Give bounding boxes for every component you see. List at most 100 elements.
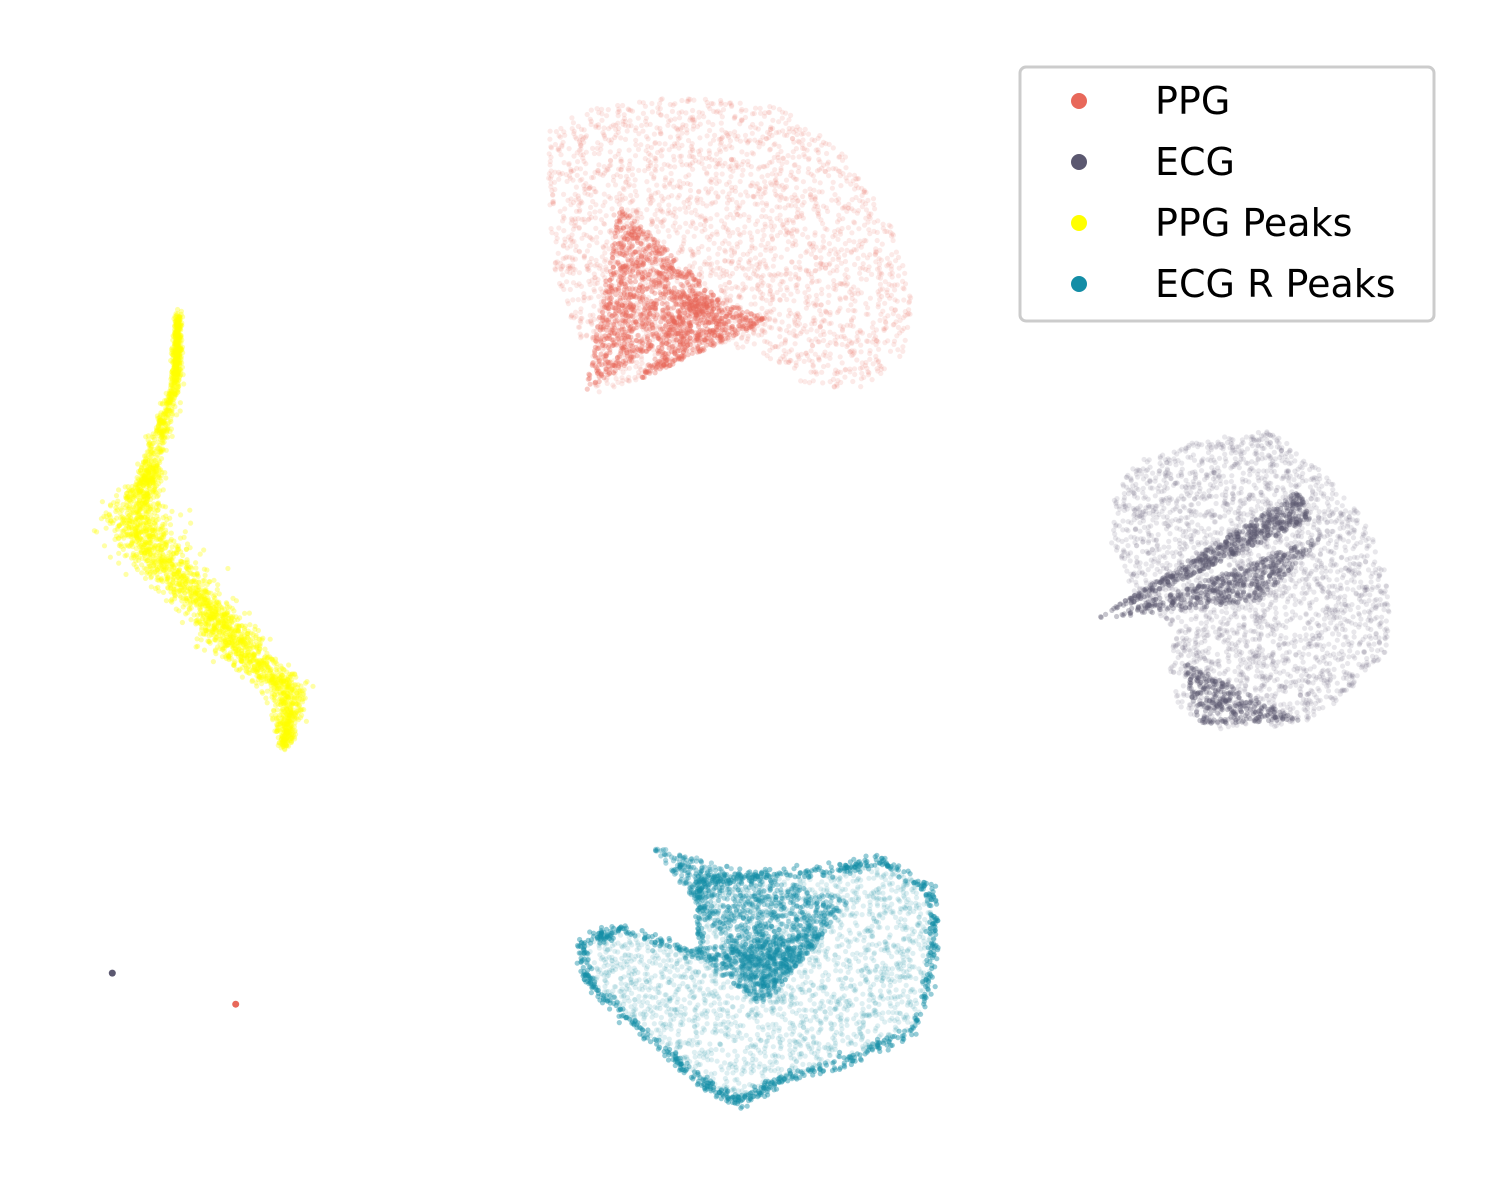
point-ppg-1969 xyxy=(819,264,825,270)
point-ppg-1142 xyxy=(581,255,587,261)
point-ppg-3346 xyxy=(615,260,621,266)
point-ppg-2118 xyxy=(871,219,877,225)
point-ppg-2522 xyxy=(877,275,884,281)
point-ppg-2269 xyxy=(569,115,575,121)
point-ppg-742 xyxy=(615,120,621,126)
point-ppg-29 xyxy=(586,267,592,273)
point-ppg-260 xyxy=(823,353,829,359)
point-ppg-1726 xyxy=(586,185,592,191)
point-ppg-608 xyxy=(692,207,698,213)
point-ppg-1520 xyxy=(788,276,794,282)
point-ppg-2591 xyxy=(581,294,588,300)
point-ppg-1592 xyxy=(558,125,564,132)
point-ppg-3942 xyxy=(719,327,726,333)
point-ppg-239 xyxy=(658,131,664,137)
point-ppg-2492 xyxy=(835,369,841,375)
point-ppg-2300 xyxy=(790,220,797,226)
point-ppg-314 xyxy=(658,314,664,320)
point-ppg-499 xyxy=(596,124,602,131)
point-ppg-550 xyxy=(636,254,642,260)
point-ppg-2383 xyxy=(767,301,774,307)
point-ppg-738 xyxy=(704,171,710,177)
point-ppg-796 xyxy=(706,255,712,261)
point-ppg-2038 xyxy=(822,169,829,175)
point-ppg-3990 xyxy=(694,320,700,326)
point-ppg-2161 xyxy=(615,113,621,119)
point-ppg-65 xyxy=(644,326,650,332)
point-ppg-1421 xyxy=(785,153,791,159)
point-ppg-75 xyxy=(812,351,818,357)
point-ppg-273 xyxy=(718,288,724,294)
point-ppg-1712 xyxy=(830,256,836,262)
point-ppg-124 xyxy=(865,219,871,225)
point-ppg-1764 xyxy=(770,263,776,269)
point-ppg-1710 xyxy=(672,116,678,122)
point-ppg-655 xyxy=(668,324,674,330)
point-ppg-541 xyxy=(633,267,640,273)
point-ppg-3425 xyxy=(621,335,627,341)
point-ppg-1906 xyxy=(556,176,562,182)
point-ecg-797 xyxy=(1311,705,1317,712)
point-ppg-2019 xyxy=(769,325,775,331)
point-ppg-3372 xyxy=(665,310,671,316)
point-ppg-2214 xyxy=(778,254,784,260)
point-ppg-533 xyxy=(659,358,665,364)
point-ecg-401 xyxy=(1273,610,1279,616)
point-ppg-1317 xyxy=(677,206,683,212)
point-ppg-650 xyxy=(701,165,707,171)
point-ppg-49 xyxy=(592,275,599,281)
point-ppg-1445 xyxy=(888,292,895,298)
point-ppg-2139 xyxy=(652,211,658,218)
point-ppg-1052 xyxy=(616,148,622,154)
point-ecg-825 xyxy=(1229,641,1235,647)
point-ppg-64 xyxy=(688,115,694,121)
point-ppg-227 xyxy=(789,194,795,200)
point-ppg-1332 xyxy=(864,255,871,261)
point-ecg-60 xyxy=(1273,473,1279,479)
point-ppg-2593 xyxy=(737,256,743,262)
point-ppg-422 xyxy=(644,256,650,262)
point-ppg-412 xyxy=(671,336,678,342)
point-ppg-3402 xyxy=(611,330,617,336)
point-ppg-3238 xyxy=(634,338,640,344)
point-ppg-2196 xyxy=(786,230,792,236)
point-ppg-487 xyxy=(854,210,861,216)
point-ppg-3236 xyxy=(584,386,590,392)
point-ppg-1408 xyxy=(786,323,792,329)
point-ppg-128 xyxy=(720,267,727,274)
point-ppg-2472 xyxy=(590,174,597,180)
point-ppg-3194 xyxy=(628,279,634,285)
point-ppg-2581 xyxy=(717,274,723,280)
point-ecg-386 xyxy=(1179,618,1185,625)
point-ppg-142 xyxy=(876,265,883,271)
point-ppg-862 xyxy=(611,212,617,218)
point-ppg-177 xyxy=(777,171,783,177)
point-ppg-2294 xyxy=(552,141,559,148)
point-ppg-165 xyxy=(740,281,746,287)
point-ppg-2265 xyxy=(857,365,864,371)
point-ppg-204 xyxy=(549,188,555,194)
point-ppg-136 xyxy=(783,110,789,116)
point-ppg-300 xyxy=(758,278,764,284)
point-ppg-2210 xyxy=(794,323,801,329)
point-ppg-630 xyxy=(700,200,706,207)
point-ppg-707 xyxy=(763,244,769,250)
point-ppg-2458 xyxy=(546,175,552,181)
point-ppg-440 xyxy=(769,208,775,214)
point-ppg-3960 xyxy=(683,329,689,335)
point-ppg-3222 xyxy=(650,236,656,242)
point-ppg-879 xyxy=(661,161,667,167)
point-ppg-2266 xyxy=(566,161,572,167)
point-ppg-88 xyxy=(715,193,721,199)
point-ppg-2337 xyxy=(550,199,556,205)
point-ppg-2074 xyxy=(808,348,814,354)
point-ecg-741 xyxy=(1384,594,1390,600)
point-ppg-355 xyxy=(615,109,621,115)
point-ppg-35 xyxy=(578,316,584,322)
point-ppg-1954 xyxy=(779,182,785,188)
point-ecg-843 xyxy=(1167,509,1173,515)
point-ppg-3448 xyxy=(619,345,626,351)
point-ppg-900 xyxy=(811,315,817,321)
point-ppg-2240 xyxy=(760,273,766,279)
point-ppg-3482 xyxy=(662,289,668,295)
